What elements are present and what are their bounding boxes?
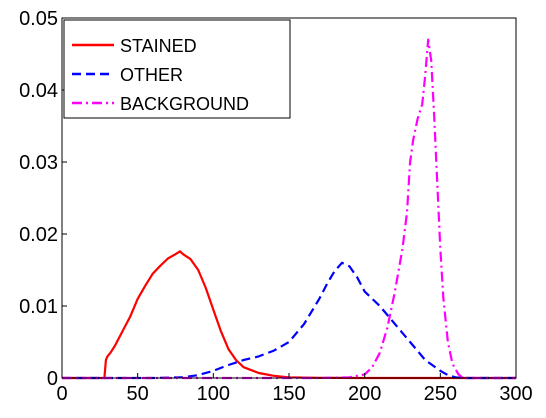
x-tick-label: 0 bbox=[56, 383, 67, 405]
x-tick-label: 300 bbox=[499, 383, 532, 405]
x-tick-label: 250 bbox=[424, 383, 457, 405]
x-tick-label: 200 bbox=[348, 383, 381, 405]
y-tick-label: 0.02 bbox=[19, 224, 58, 246]
series-line-stained bbox=[62, 250, 516, 380]
series-layer bbox=[62, 38, 516, 380]
series-line-other bbox=[62, 261, 516, 380]
x-axis: 0 50 100 150 200 250 300 bbox=[56, 373, 533, 405]
legend-label-stained: STAINED bbox=[120, 36, 197, 56]
series-line-background bbox=[62, 38, 516, 380]
x-tick-label: 50 bbox=[127, 383, 149, 405]
legend-box bbox=[63, 19, 291, 119]
y-tick-label: 0.04 bbox=[19, 80, 58, 102]
y-axis: 0 0.01 0.02 0.03 0.04 0.05 bbox=[19, 8, 67, 390]
legend-label-background: BACKGROUND bbox=[120, 94, 249, 114]
legend-label-other: OTHER bbox=[120, 65, 183, 85]
y-tick-label: 0.03 bbox=[19, 152, 58, 174]
legend: STAINED OTHER BACKGROUND bbox=[63, 19, 291, 119]
x-tick-label: 150 bbox=[272, 383, 305, 405]
x-tick-label: 100 bbox=[197, 383, 230, 405]
y-tick-label: 0 bbox=[47, 368, 58, 390]
y-tick-label: 0.01 bbox=[19, 296, 58, 318]
y-tick-label: 0.05 bbox=[19, 8, 58, 30]
